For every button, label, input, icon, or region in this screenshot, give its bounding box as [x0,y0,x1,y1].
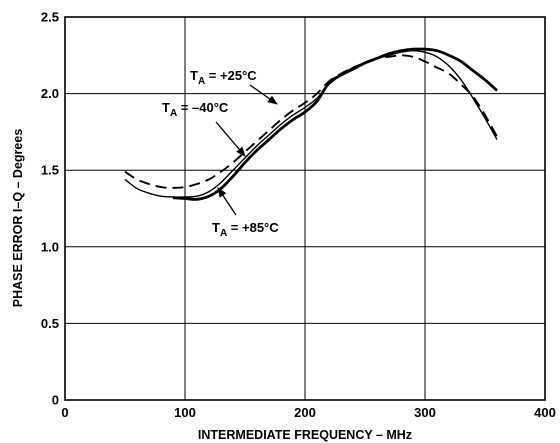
x-tick-label: 0 [61,405,68,420]
y-tick-label: 2.0 [41,86,59,101]
plot-frame [64,16,546,401]
series-lines [124,47,498,201]
tick-labels: 0 100 200 300 400 0 0.5 1.0 1.5 2.0 2.5 [41,10,556,421]
temperature-annotation: TA = +85°C [212,220,279,239]
annotations: TA = +25°C TA = –40°C TA = +85°C [162,68,279,239]
series-line-thick [172,47,498,201]
y-tick-label: 0 [52,393,59,408]
y-tick-label: 0.5 [41,316,59,331]
x-tick-label: 400 [534,405,556,420]
annotation-arrow [215,121,246,157]
grid [65,17,545,400]
y-tick-label: 2.5 [41,10,59,25]
x-tick-label: 300 [414,405,436,420]
x-tick-label: 100 [174,405,196,420]
y-axis-title: PHASE ERROR I–Q – Degrees [11,129,25,308]
annotation-arrow [217,187,237,216]
y-tick-label: 1.0 [41,239,59,254]
x-axis-title: INTERMEDIATE FREQUENCY – MHz [198,428,412,442]
x-tick-label: 200 [294,405,316,420]
series-line-thin [124,50,498,198]
y-tick-label: 1.5 [41,163,59,178]
annotation-arrow [249,84,278,105]
temperature-annotation: TA = +25°C [190,68,257,87]
series-line-dashed [124,54,498,189]
temperature-annotation: TA = –40°C [162,100,229,119]
